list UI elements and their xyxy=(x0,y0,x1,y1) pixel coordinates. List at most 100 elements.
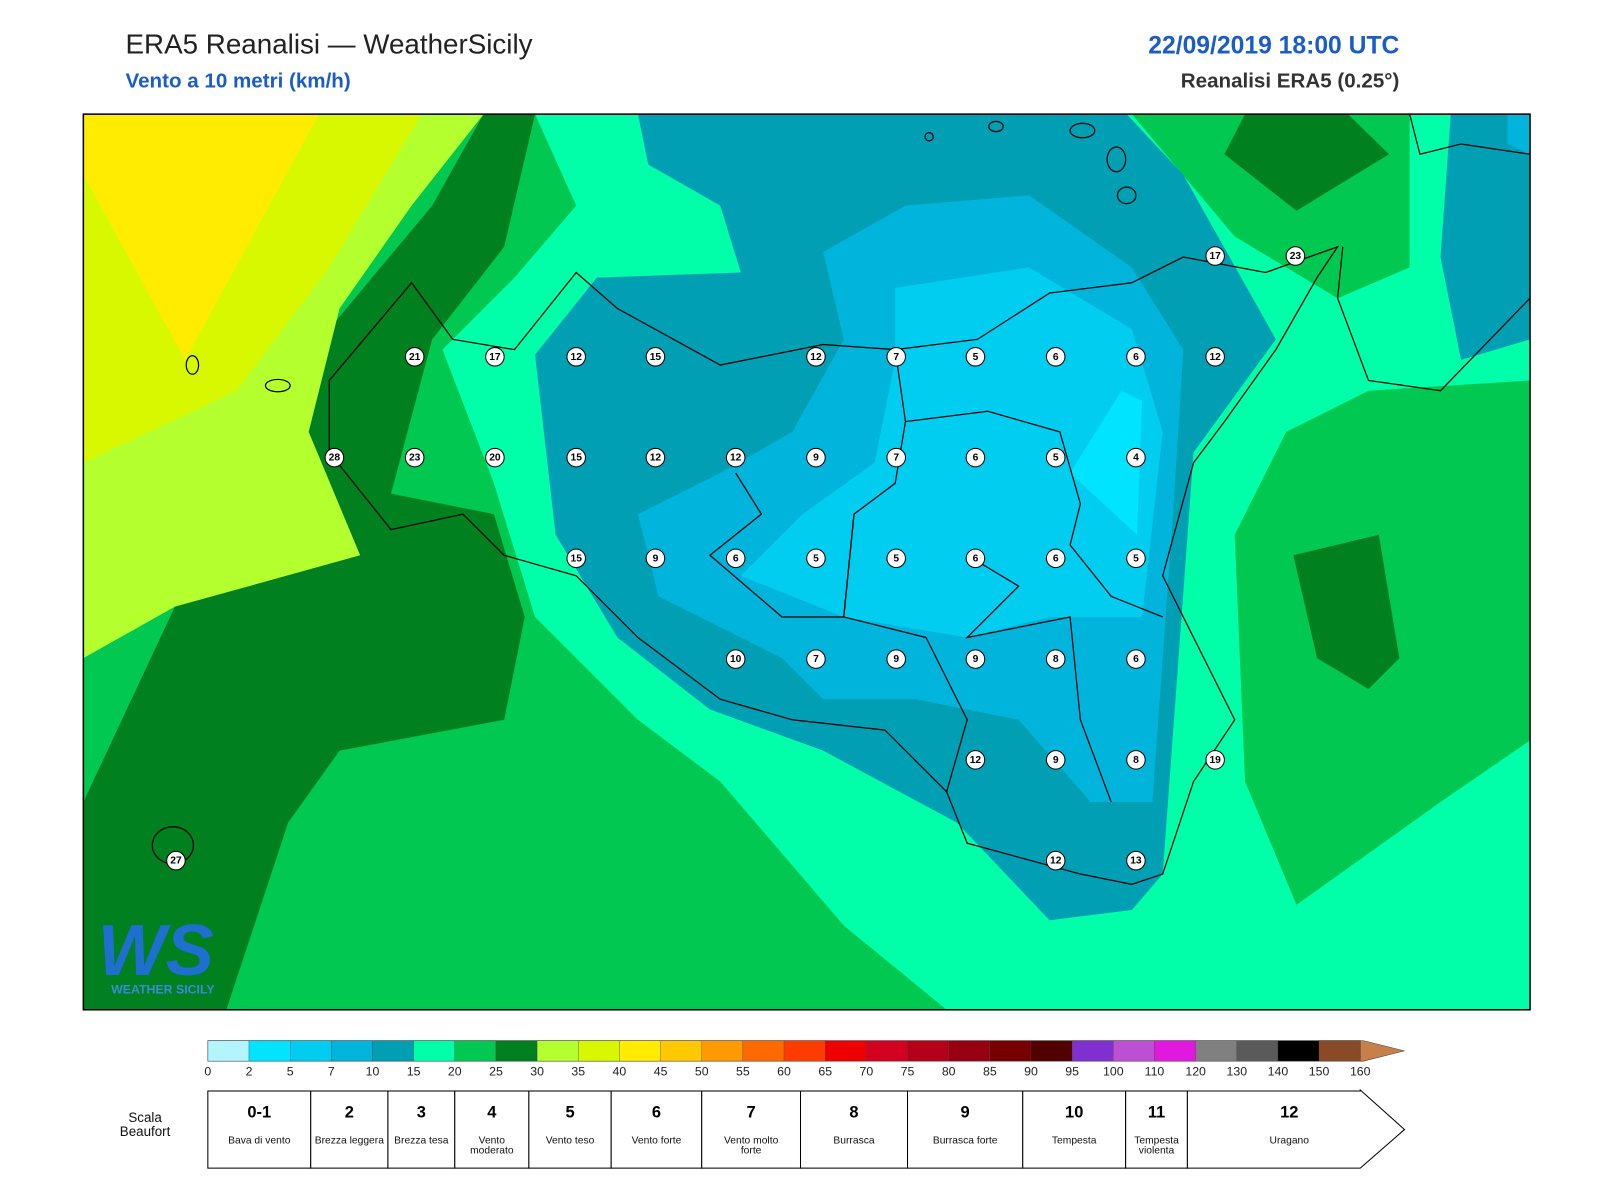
station-value: 17 xyxy=(489,352,501,363)
station-marker xyxy=(965,548,986,569)
colorbar-cell xyxy=(660,1040,702,1062)
province-border xyxy=(894,349,1163,618)
logo-mark: WS xyxy=(98,911,214,991)
beaufort-name-box: Vento molto forte xyxy=(723,1136,779,1157)
station-marker xyxy=(1205,347,1225,367)
station-value: 15 xyxy=(650,352,662,363)
beaufort-name-box: Tempesta violenta xyxy=(1134,1136,1179,1157)
station-marker xyxy=(485,347,505,367)
station-value: 4 xyxy=(1133,453,1139,464)
island xyxy=(264,378,291,393)
station-marker xyxy=(1126,548,1146,569)
colorbar-cell xyxy=(1154,1040,1196,1062)
colorbar-cell xyxy=(290,1040,332,1062)
station-marker xyxy=(404,347,425,367)
colorbar-tick-label: 70 xyxy=(860,1065,874,1079)
station-marker xyxy=(1045,649,1066,669)
beaufort-name: Burrasca xyxy=(833,1136,875,1147)
station-marker xyxy=(1045,850,1066,871)
beaufort-force: 7 xyxy=(747,1104,756,1122)
colorbar-tick-label: 95 xyxy=(1065,1065,1079,1079)
beaufort-name: Brezza tesa xyxy=(394,1136,449,1147)
station-value: 9 xyxy=(813,453,819,464)
station-marker xyxy=(404,447,425,468)
colorbar-cell xyxy=(1072,1040,1114,1062)
beaufort-name-box: Vento moderato xyxy=(470,1136,514,1157)
colorbar-tick-label: 5 xyxy=(287,1065,294,1079)
beaufort-name: Burrasca forte xyxy=(932,1136,998,1147)
coastline-sicily xyxy=(328,245,1340,885)
colorbar-tick-label: 85 xyxy=(983,1065,997,1079)
beaufort-name: Vento teso xyxy=(545,1136,595,1147)
station-marker xyxy=(725,447,746,468)
station-marker xyxy=(725,548,746,569)
beaufort-name: Tempesta violenta xyxy=(1134,1136,1179,1157)
station-value: 5 xyxy=(893,553,899,564)
station-marker xyxy=(806,347,826,367)
colorbar-cell xyxy=(701,1040,744,1062)
station-value: 9 xyxy=(1053,755,1059,766)
colorbar-tick-label: 50 xyxy=(695,1065,709,1079)
field-zone xyxy=(1293,534,1400,689)
station-value: 6 xyxy=(973,553,979,564)
station-marker xyxy=(1205,750,1225,770)
station-value: 12 xyxy=(970,755,982,766)
source: Reanalisi ERA5 (0.25°) xyxy=(1181,69,1400,92)
station-marker xyxy=(1126,649,1146,669)
subtitle: Vento a 10 metri (km/h) xyxy=(126,69,351,92)
field-zone xyxy=(1440,114,1531,360)
colorbar-tick-label: 25 xyxy=(489,1065,503,1079)
beaufort-label-box: Scala Beaufort xyxy=(119,1110,171,1140)
island xyxy=(924,132,934,142)
colorbar-tick-label: 35 xyxy=(571,1065,585,1079)
colorbar-tick-label: 15 xyxy=(407,1065,421,1079)
island xyxy=(1106,146,1127,173)
beaufort-label: Scala Beaufort xyxy=(119,1110,171,1140)
colorbar-tick-label: 10 xyxy=(366,1065,380,1079)
station-marker xyxy=(806,548,826,569)
beaufort-name-box: Brezza tesa xyxy=(394,1136,449,1147)
colorbar-tick-label: 65 xyxy=(818,1065,832,1079)
colorbar-tick-label: 80 xyxy=(942,1065,956,1079)
beaufort-cell xyxy=(528,1090,612,1169)
colorbar-cell xyxy=(948,1040,990,1062)
station-value: 9 xyxy=(653,553,659,564)
beaufort-force: 5 xyxy=(565,1104,574,1122)
beaufort-name: Vento moderato xyxy=(470,1136,514,1157)
colorbar-tick-label: 110 xyxy=(1145,1065,1165,1079)
colorbar-tick-label: 2 xyxy=(246,1065,253,1079)
station-marker xyxy=(566,447,586,468)
beaufort-name: Brezza leggera xyxy=(314,1136,384,1147)
coastline-calabria xyxy=(1409,114,1531,155)
colorbar-tick-label: 150 xyxy=(1309,1065,1330,1079)
station-value: 15 xyxy=(570,453,582,464)
beaufort-force: 3 xyxy=(417,1104,426,1122)
island xyxy=(1069,122,1096,139)
station-marker xyxy=(166,850,186,871)
field-zone xyxy=(1507,114,1531,155)
beaufort-name: Vento molto forte xyxy=(723,1136,779,1157)
colorbar-tick-label: 120 xyxy=(1185,1065,1206,1079)
beaufort-cell xyxy=(701,1090,802,1169)
station-value: 19 xyxy=(1209,755,1221,766)
beaufort-force: 12 xyxy=(1280,1104,1298,1122)
island xyxy=(1116,186,1137,205)
colorbar-cell xyxy=(454,1040,497,1062)
station-value: 6 xyxy=(1133,352,1139,363)
colorbar-cell xyxy=(413,1040,455,1062)
station-value: 12 xyxy=(650,453,662,464)
beaufort-cell xyxy=(799,1090,909,1169)
colorbar-cell xyxy=(248,1040,291,1062)
station-value: 6 xyxy=(733,553,739,564)
colorbar-tick-label: 140 xyxy=(1268,1065,1289,1079)
station-marker xyxy=(1045,548,1066,569)
colorbar-cell xyxy=(1236,1040,1279,1062)
beaufort-name-box: Burrasca forte xyxy=(932,1136,998,1147)
colorbar-tick-label: 100 xyxy=(1103,1065,1124,1079)
beaufort-force: 6 xyxy=(652,1104,661,1122)
station-marker xyxy=(1126,447,1146,468)
station-value: 15 xyxy=(570,553,582,564)
station-marker xyxy=(1045,750,1066,770)
province-border xyxy=(965,554,1112,803)
station-value: 20 xyxy=(489,453,501,464)
